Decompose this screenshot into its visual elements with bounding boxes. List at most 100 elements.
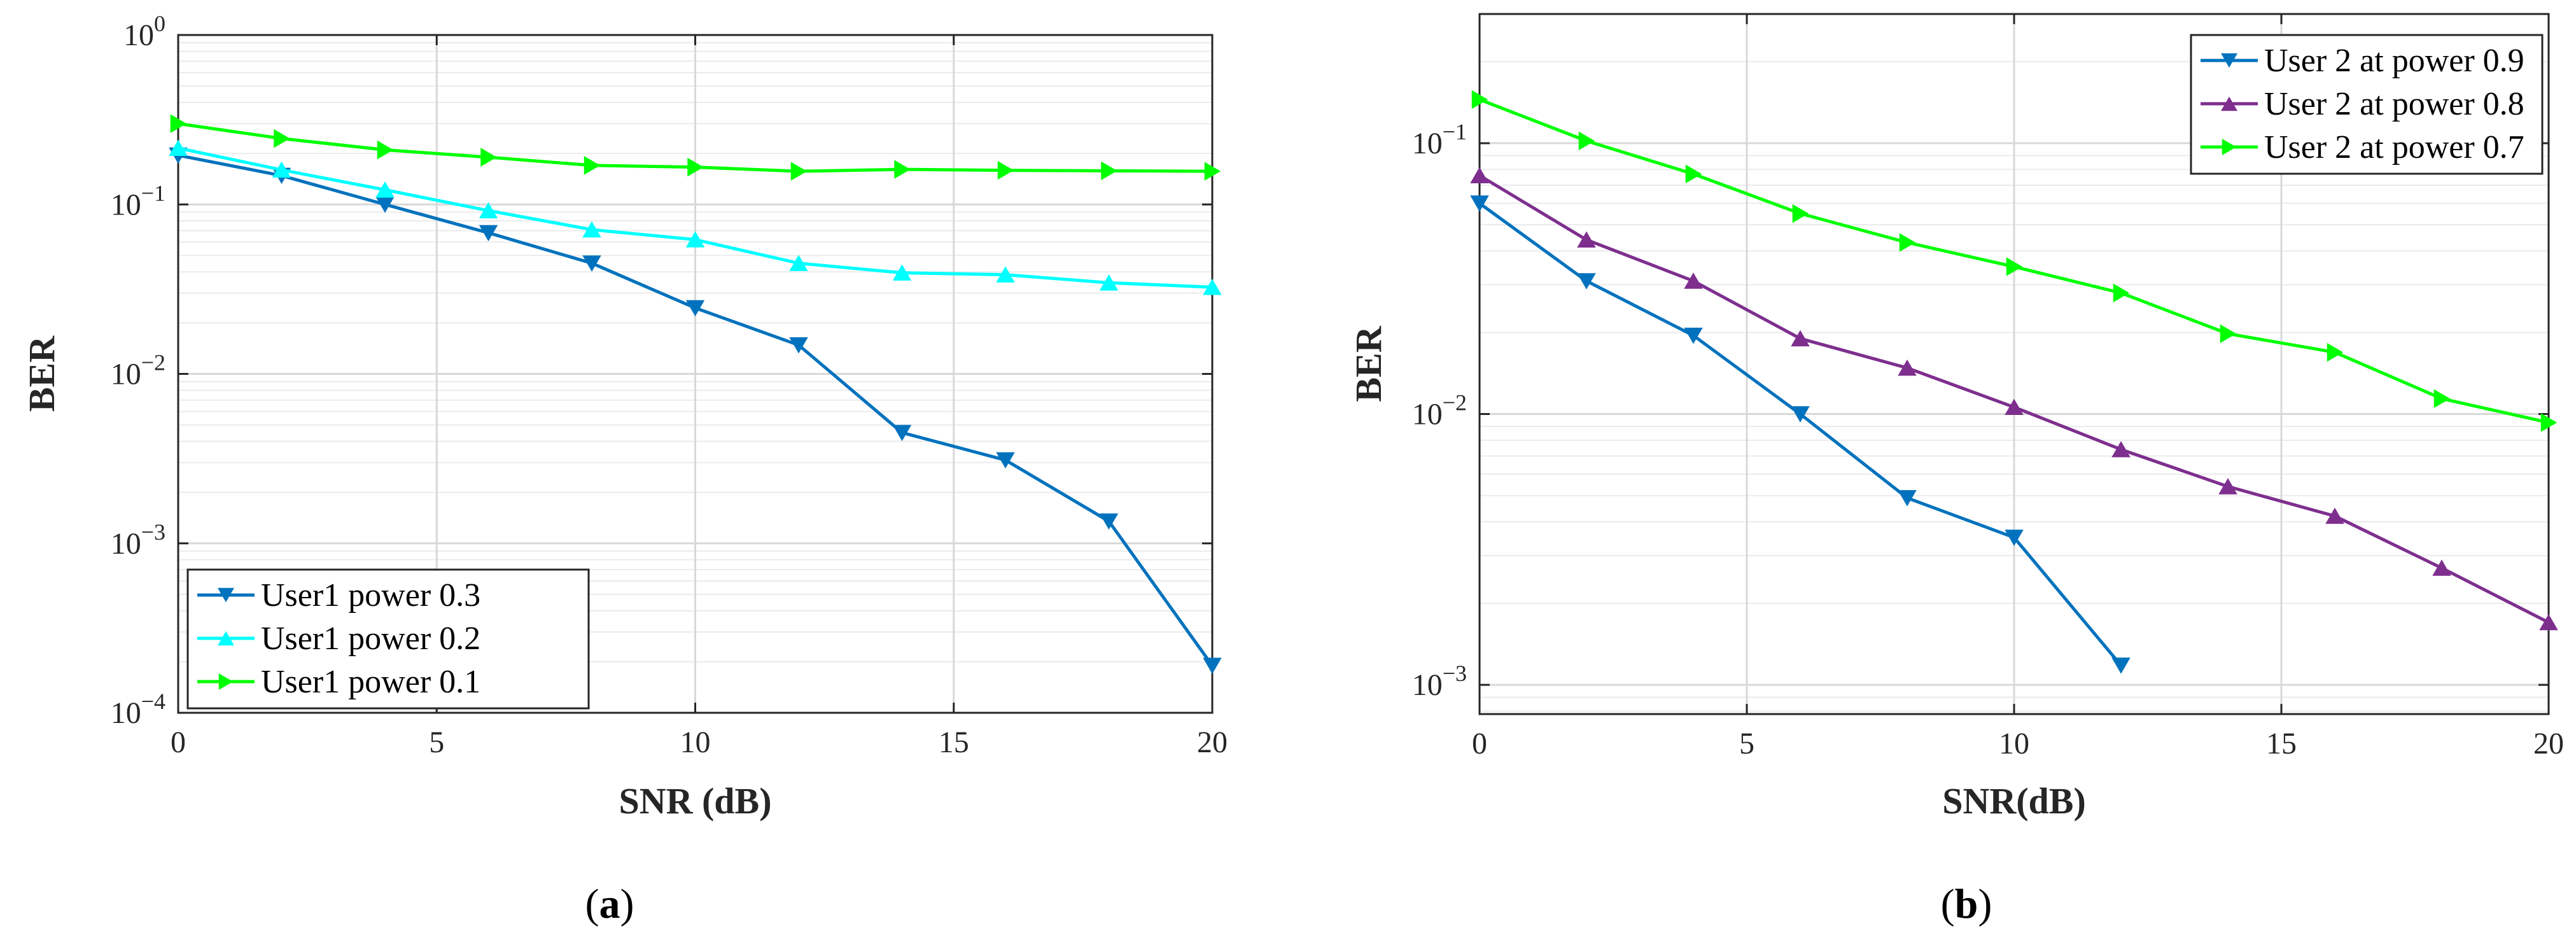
- data-point: [2433, 389, 2451, 409]
- y-tick-exponent: 0: [154, 11, 165, 36]
- data-point: [892, 424, 912, 442]
- data-point: [685, 300, 705, 317]
- caption-open-paren: (: [1941, 881, 1955, 927]
- data-point: [996, 452, 1015, 469]
- data-point: [1792, 204, 1809, 223]
- data-point: [2218, 478, 2237, 495]
- data-point: [1685, 164, 1702, 184]
- legend-marker: [218, 673, 234, 690]
- data-point: [2005, 530, 2024, 546]
- data-point: [272, 161, 291, 178]
- y-tick-label: 10−3: [111, 519, 165, 561]
- data-point: [480, 148, 497, 167]
- x-tick-label: 15: [2266, 727, 2297, 761]
- data-point: [2539, 614, 2558, 631]
- legend-label: User 2 at power 0.8: [2264, 86, 2524, 122]
- chart-a-x-axis-title: SNR (dB): [619, 780, 771, 822]
- x-tick-label: 20: [2533, 727, 2564, 761]
- y-tick-label: 10−2: [1412, 390, 1467, 431]
- y-tick-base: 10: [1412, 127, 1443, 160]
- y-tick-base: 10: [111, 358, 141, 391]
- data-point: [1203, 278, 1222, 295]
- data-point: [687, 157, 704, 177]
- chart-a-caption: (a): [585, 881, 634, 927]
- data-point: [1684, 327, 1703, 344]
- caption-open-paren: (: [585, 881, 599, 927]
- data-point: [789, 255, 808, 271]
- caption-close-paren: ): [1978, 881, 1992, 927]
- data-point: [377, 140, 394, 160]
- data-point: [1471, 90, 1488, 109]
- x-tick-label: 5: [1739, 727, 1754, 761]
- data-point: [1099, 513, 1119, 530]
- chart-b-x-axis-title: SNR(dB): [1942, 780, 2086, 822]
- y-tick-label: 10−2: [111, 350, 165, 391]
- caption-letter: b: [1955, 881, 1978, 927]
- data-point: [479, 225, 498, 242]
- y-tick-base: 10: [111, 527, 141, 561]
- data-point: [1577, 231, 1596, 248]
- y-tick-label: 10−1: [1412, 119, 1467, 160]
- chart-a-series-1: [169, 139, 1222, 295]
- legend-label: User1 power 0.3: [261, 577, 480, 614]
- y-tick-base: 10: [1412, 668, 1443, 702]
- data-point: [2325, 507, 2344, 524]
- caption-close-paren: ): [620, 881, 634, 927]
- caption-letter: a: [599, 881, 620, 927]
- chart-b-grid: [1478, 13, 2550, 714]
- data-point: [584, 156, 601, 175]
- chart-b-series-1: [1470, 167, 2558, 631]
- legend-label: User 2 at power 0.9: [2264, 43, 2524, 79]
- x-tick-label: 10: [680, 726, 711, 759]
- data-point: [2113, 283, 2130, 303]
- y-tick-base: 10: [111, 188, 141, 221]
- data-point: [996, 266, 1015, 283]
- data-point: [582, 221, 601, 238]
- y-tick-base: 10: [123, 18, 154, 52]
- data-point: [1899, 233, 1916, 252]
- data-point: [169, 139, 188, 156]
- data-point: [1470, 167, 1489, 184]
- y-tick-label: 10−4: [111, 689, 165, 730]
- chart-b-series-2: [1471, 90, 2558, 432]
- chart-a-legend: User1 power 0.3 User1 power 0.2 User1 powe…: [186, 568, 590, 710]
- data-point: [1577, 273, 1596, 290]
- data-point: [1470, 195, 1489, 212]
- data-point: [1898, 490, 1917, 507]
- legend-marker: [218, 587, 234, 603]
- chart-a-series-2: [170, 114, 1221, 181]
- data-point: [1099, 274, 1119, 291]
- y-tick-base: 10: [1412, 398, 1443, 431]
- data-point: [1578, 131, 1595, 151]
- data-point: [1898, 359, 1917, 376]
- x-tick-label: 0: [1472, 727, 1487, 761]
- y-tick-exponent: −2: [141, 350, 165, 375]
- legend-label: User 2 at power 0.7: [2264, 129, 2524, 165]
- data-point: [375, 181, 395, 198]
- x-tick-label: 0: [171, 726, 186, 759]
- data-point: [1684, 272, 1703, 289]
- data-point: [2432, 559, 2451, 576]
- data-point: [1791, 406, 1810, 423]
- x-tick-label: 5: [429, 726, 444, 759]
- y-tick-exponent: −3: [141, 519, 165, 545]
- data-point: [582, 255, 601, 272]
- legend-label: User1 power 0.2: [261, 621, 480, 657]
- y-tick-label: 100: [123, 11, 165, 52]
- legend-marker: [218, 631, 234, 646]
- x-tick-label: 20: [1197, 726, 1228, 759]
- data-point: [2111, 440, 2131, 458]
- y-tick-exponent: −2: [1443, 390, 1467, 416]
- chart-b-caption: (b): [1941, 881, 1992, 927]
- data-point: [170, 114, 187, 133]
- data-point: [1791, 330, 1810, 347]
- y-tick-exponent: −3: [1443, 661, 1467, 686]
- data-point: [1101, 161, 1117, 181]
- y-tick-exponent: −1: [141, 180, 165, 206]
- chart-b-series-0: [1470, 195, 2131, 674]
- data-point: [894, 160, 911, 179]
- data-point: [274, 129, 290, 148]
